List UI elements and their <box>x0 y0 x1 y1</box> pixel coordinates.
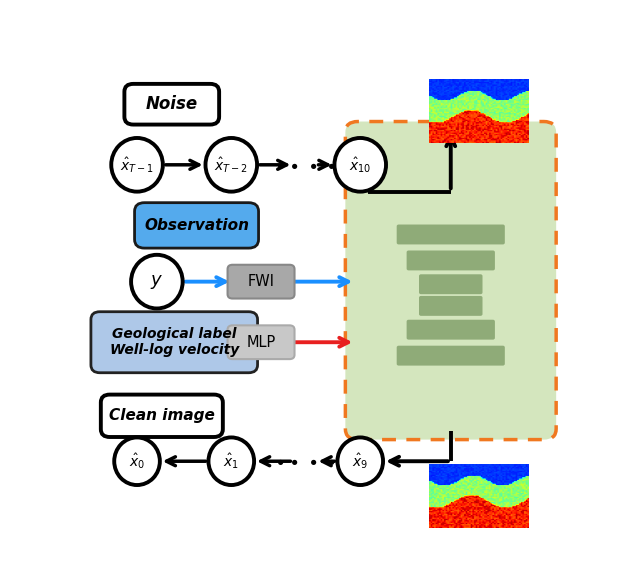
Text: $\hat{x}_{T-2}$: $\hat{x}_{T-2}$ <box>214 155 248 175</box>
Text: $\bullet\bullet\bullet\bullet$: $\bullet\bullet\bullet\bullet$ <box>274 156 335 174</box>
Ellipse shape <box>205 138 257 192</box>
Ellipse shape <box>209 437 254 485</box>
FancyBboxPatch shape <box>406 251 495 270</box>
Text: FWI: FWI <box>248 274 275 289</box>
Text: $\hat{x}_{10}$: $\hat{x}_{10}$ <box>349 155 371 175</box>
FancyBboxPatch shape <box>406 320 495 339</box>
Text: $\hat{x}_9$: $\hat{x}_9$ <box>352 451 369 471</box>
Text: Clean image: Clean image <box>109 409 215 423</box>
FancyBboxPatch shape <box>228 265 294 298</box>
Text: $y$: $y$ <box>150 273 164 291</box>
Ellipse shape <box>337 437 383 485</box>
Text: Geological label
Well-log velocity: Geological label Well-log velocity <box>109 327 239 357</box>
FancyBboxPatch shape <box>124 84 219 125</box>
Text: $\hat{x}_0$: $\hat{x}_0$ <box>129 451 145 471</box>
Ellipse shape <box>111 138 163 192</box>
Text: $\bullet\bullet\bullet\bullet$: $\bullet\bullet\bullet\bullet$ <box>274 452 335 470</box>
Ellipse shape <box>335 138 386 192</box>
FancyBboxPatch shape <box>346 121 556 439</box>
FancyBboxPatch shape <box>134 203 259 248</box>
Ellipse shape <box>131 255 182 309</box>
Text: Observation: Observation <box>144 218 249 233</box>
FancyBboxPatch shape <box>101 395 223 437</box>
Text: $\hat{x}_{T-1}$: $\hat{x}_{T-1}$ <box>120 155 154 175</box>
FancyBboxPatch shape <box>419 296 483 316</box>
Text: $\hat{x}_1$: $\hat{x}_1$ <box>223 451 239 471</box>
Ellipse shape <box>114 437 160 485</box>
Text: MLP: MLP <box>246 335 276 350</box>
Text: Noise: Noise <box>146 95 198 113</box>
FancyBboxPatch shape <box>228 325 294 359</box>
FancyBboxPatch shape <box>91 312 257 373</box>
FancyBboxPatch shape <box>397 225 505 244</box>
FancyBboxPatch shape <box>397 346 505 366</box>
FancyBboxPatch shape <box>419 274 483 294</box>
